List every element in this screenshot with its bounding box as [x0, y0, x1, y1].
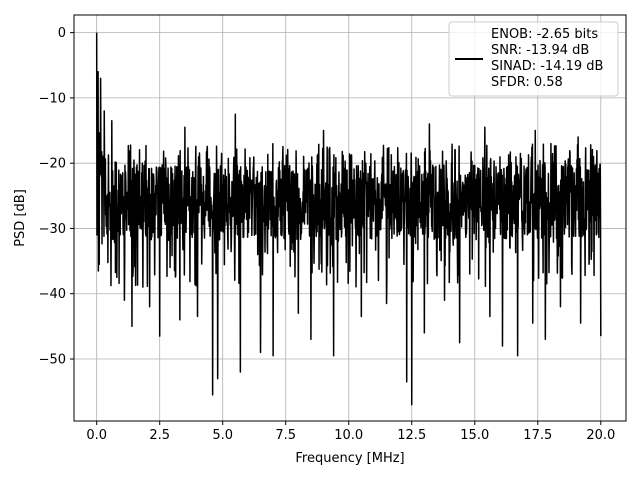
y-tick-label: 0 — [58, 26, 66, 41]
y-tick-label: −20 — [39, 157, 66, 172]
x-tick-label: 17.5 — [523, 428, 552, 443]
y-axis-ticks: 0 −10 −20 −30 −40 −50 — [39, 26, 74, 367]
x-tick-label: 2.5 — [149, 428, 170, 443]
plot-frame — [73, 14, 627, 422]
legend-line-sinad: SINAD: -14.19 dB — [491, 59, 603, 74]
x-tick-label: 12.5 — [397, 428, 426, 443]
legend-line-enob: ENOB: -2.65 bits — [491, 27, 598, 42]
x-tick-label: 10.0 — [334, 428, 363, 443]
x-tick-label: 15.0 — [460, 428, 489, 443]
y-tick-label: −10 — [39, 91, 66, 106]
y-tick-label: −50 — [39, 352, 66, 367]
legend: ENOB: -2.65 bits SNR: -13.94 dB SINAD: -… — [448, 21, 619, 97]
y-tick-label: −40 — [39, 287, 66, 302]
legend-line-sfdr: SFDR: 0.58 — [491, 75, 563, 90]
y-axis-label: PSD [dB] — [13, 189, 28, 247]
psd-trace — [95, 32, 602, 406]
x-tick-label: 20.0 — [586, 428, 615, 443]
y-tick-label: −30 — [39, 222, 66, 237]
psd-series-line — [95, 32, 602, 406]
legend-box — [448, 21, 619, 97]
x-axis-ticks: 0.0 2.5 5.0 7.5 10.0 12.5 15.0 17.5 20.0 — [86, 421, 615, 443]
legend-line-snr: SNR: -13.94 dB — [491, 43, 589, 58]
x-tick-label: 5.0 — [212, 428, 233, 443]
x-tick-label: 0.0 — [86, 428, 107, 443]
x-axis-label: Frequency [MHz] — [295, 451, 404, 466]
x-tick-label: 7.5 — [275, 428, 296, 443]
